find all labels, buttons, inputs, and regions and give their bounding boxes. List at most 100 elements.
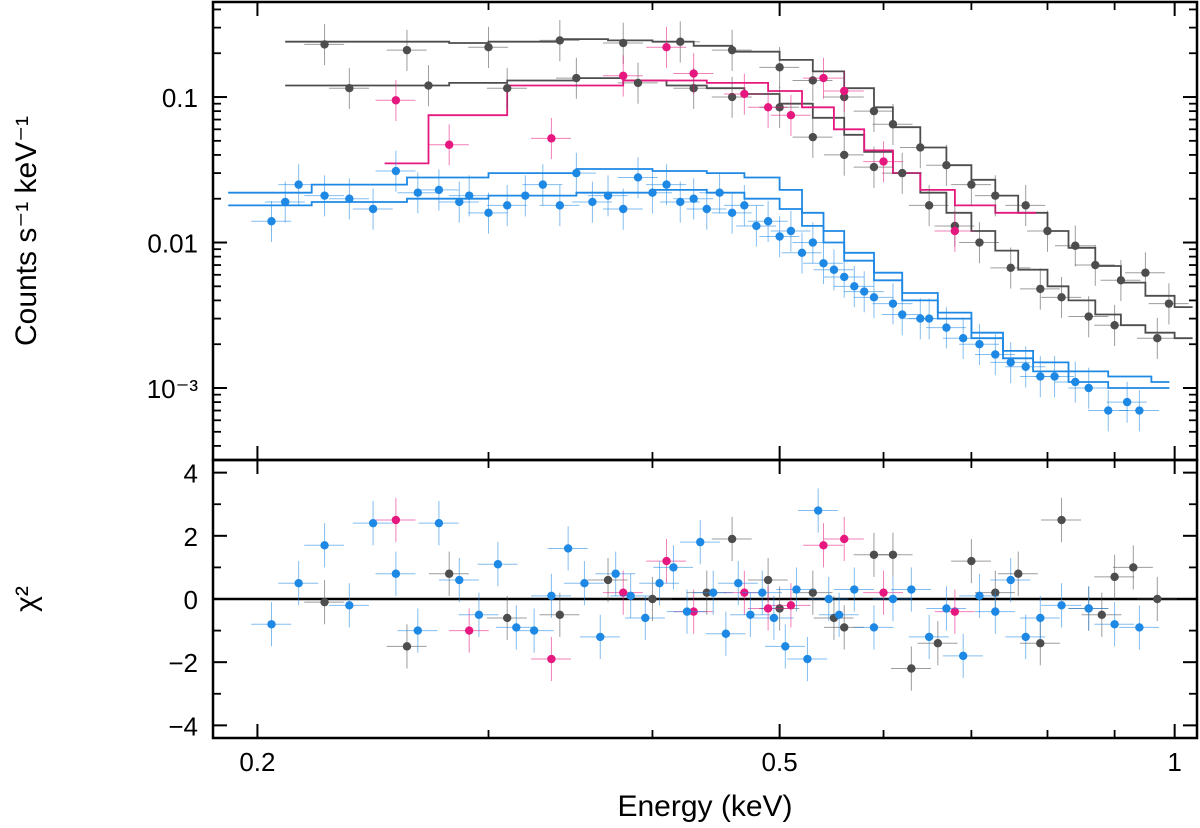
data-point-blue <box>834 610 844 619</box>
data-point-blue-1 <box>633 173 643 182</box>
data-point-blue-2 <box>1104 406 1113 415</box>
data-point-dark <box>933 639 943 648</box>
data-point-dark-2 <box>808 132 818 142</box>
data-point-blue <box>1021 632 1030 642</box>
data-point-blue <box>907 585 916 594</box>
data-point-dark <box>1057 515 1066 525</box>
data-point-blue <box>869 623 879 632</box>
data-point-blue <box>345 601 354 610</box>
data-point-blue-2 <box>888 299 898 308</box>
data-point-dark <box>648 594 657 604</box>
data-point-blue <box>596 632 605 642</box>
data-point-blue-1 <box>850 282 859 291</box>
data-point-dark <box>888 550 898 559</box>
data-point-blue-1 <box>294 180 303 189</box>
data-point-blue-2 <box>320 191 329 200</box>
data-point-dark-1 <box>1116 276 1126 285</box>
data-point-blue-1 <box>464 191 474 200</box>
data-point-dark-1 <box>1021 201 1030 210</box>
data-point-dark-1 <box>775 63 784 72</box>
data-point-blue-2 <box>797 248 807 257</box>
data-point-blue <box>958 651 968 661</box>
data-point-dark-1 <box>1141 268 1150 277</box>
data-point-dark <box>1153 594 1162 604</box>
data-point-magenta <box>464 626 474 635</box>
data-point-blue <box>368 518 378 528</box>
data-point-blue-1 <box>267 217 276 226</box>
data-point-magenta <box>950 607 960 616</box>
data-point-magenta <box>740 89 749 99</box>
y-tick-label: 0.01 <box>147 229 198 259</box>
data-point-blue <box>1006 575 1015 585</box>
data-point-magenta <box>391 515 401 525</box>
data-point-blue-2 <box>619 204 628 214</box>
data-point-dark <box>907 664 916 673</box>
data-point-blue-2 <box>975 340 984 349</box>
data-point-blue-1 <box>898 310 907 319</box>
data-point-blue-2 <box>484 208 493 218</box>
data-point-magenta <box>840 86 849 96</box>
data-point-blue-1 <box>434 185 444 195</box>
data-point-magenta <box>840 534 849 544</box>
data-point-blue-2 <box>916 314 925 323</box>
data-point-blue-1 <box>689 194 698 203</box>
data-point-blue <box>580 579 589 588</box>
data-point-dark <box>444 569 454 578</box>
data-point-blue <box>975 591 984 601</box>
bottom-y-axis-title: χ² <box>10 586 43 612</box>
data-point-blue-2 <box>1135 406 1144 415</box>
data-point-dark-1 <box>320 40 329 49</box>
data-point-blue-2 <box>368 204 378 214</box>
data-point-magenta <box>786 601 796 610</box>
data-point-blue <box>413 626 423 635</box>
data-point-dark-2 <box>345 84 354 93</box>
data-point-blue <box>434 518 444 528</box>
data-point-dark-2 <box>727 92 737 102</box>
data-point-blue-1 <box>603 191 613 200</box>
data-point-magenta <box>547 654 556 664</box>
data-point-dark <box>555 610 565 619</box>
data-point-blue-1 <box>958 333 968 343</box>
data-point-blue-1 <box>740 201 749 210</box>
data-point-dark-2 <box>1006 263 1015 273</box>
y-tick-label: 0 <box>184 585 198 615</box>
data-point-dark-1 <box>888 120 898 129</box>
data-point-blue-1 <box>572 168 581 178</box>
data-point-magenta <box>444 140 454 149</box>
data-point-blue-1 <box>829 265 839 274</box>
data-point-dark-2 <box>1036 284 1045 294</box>
data-point-dark-2 <box>924 201 934 210</box>
data-point-dark-1 <box>808 76 818 85</box>
data-point-dark-2 <box>424 81 433 90</box>
data-point-dark <box>808 588 818 597</box>
data-point-blue <box>734 579 743 588</box>
data-point-blue-1 <box>763 217 773 226</box>
data-point-blue <box>781 642 790 651</box>
data-point-blue <box>850 585 859 594</box>
data-point-blue <box>888 594 898 604</box>
data-point-blue <box>721 629 731 638</box>
data-point-blue <box>942 604 951 613</box>
data-point-blue <box>547 591 556 601</box>
data-point-blue-2 <box>840 272 849 282</box>
y-tick-label: 4 <box>184 459 198 489</box>
data-point-blue-2 <box>860 287 869 296</box>
data-point-magenta <box>689 69 698 78</box>
data-point-blue <box>529 626 539 635</box>
data-point-blue <box>709 588 718 597</box>
bottom-panel-y-tick-labels: 4 2 0 −2 −4 <box>168 459 198 742</box>
data-point-blue-2 <box>942 323 951 332</box>
data-point-blue-1 <box>1021 362 1030 371</box>
data-point-blue-2 <box>702 204 711 214</box>
data-point-blue-2 <box>676 197 685 207</box>
y-tick-label: 0.1 <box>162 83 198 113</box>
data-point-dark-1 <box>967 180 976 189</box>
data-point-dark <box>1097 610 1106 619</box>
data-point-dark <box>1036 639 1045 648</box>
x-tick-label: 0.2 <box>239 747 275 777</box>
data-point-dark <box>967 556 976 566</box>
data-point-dark <box>1129 563 1138 572</box>
data-point-blue <box>493 560 503 569</box>
